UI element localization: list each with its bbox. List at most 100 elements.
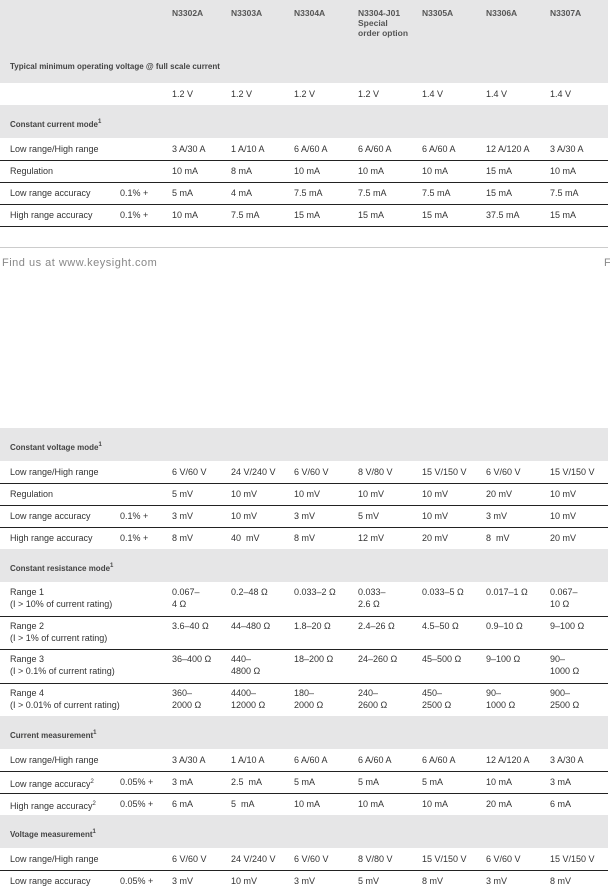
cell-value: 3 mV — [172, 511, 194, 521]
footnote-ref: 1 — [98, 442, 102, 448]
section-title: Constant voltage mode1 — [10, 439, 102, 454]
cell-value: 7.5 mA — [231, 210, 260, 220]
row-label: Range 2 (I > 1% of current rating) — [10, 620, 107, 644]
cell-value: 6 mA — [172, 799, 194, 809]
cell-value: 8 V/80 V — [358, 467, 393, 477]
row-prefix: 0.1% + — [120, 188, 149, 198]
cell-value: 3 A/30 A — [172, 755, 206, 765]
cell-value: 10 mA — [172, 166, 199, 176]
section-band — [0, 428, 608, 461]
cell-value: 20 mV — [550, 533, 577, 543]
cell-value: 2.5 mA — [231, 777, 263, 787]
footnote-ref: 2 — [92, 801, 96, 807]
cell-value: 3 mV — [294, 876, 316, 886]
cell-value: 10 mV — [550, 511, 577, 521]
cell-value: 0.033–5 Ω — [422, 587, 464, 597]
cell-value: 15 mA — [422, 210, 449, 220]
row-label-text: Low range/High range — [10, 467, 99, 477]
cell-value: 6 V/60 V — [486, 854, 521, 864]
row-prefix: 0.05% + — [120, 777, 154, 787]
row-label-text: Range 4 (I > 0.01% of current rating) — [10, 687, 120, 710]
cell-value: 3 A/30 A — [550, 755, 584, 765]
cell-value: 8 mA — [231, 166, 253, 176]
cell-value: 12 A/120 A — [486, 144, 530, 154]
row-prefix: 0.1% + — [120, 511, 149, 521]
row-label-text: High range accuracy — [10, 210, 93, 220]
cell-value: 6 A/60 A — [294, 144, 328, 154]
row-label-text: Low range accuracy — [10, 779, 91, 789]
section-band — [0, 549, 608, 582]
cell-value: 90– 1000 Ω — [486, 687, 516, 710]
cell-value: 1.2 V — [172, 89, 194, 99]
section-title: Constant resistance mode1 — [10, 560, 113, 575]
cell-value: 5 mA — [358, 777, 380, 787]
row-rule — [0, 870, 608, 871]
row-label-text: Range 3 (I > 0.1% of current rating) — [10, 654, 115, 676]
cell-value: 6 V/60 V — [294, 854, 329, 864]
cell-value: 12 A/120 A — [486, 755, 530, 765]
row-label: Regulation — [10, 165, 53, 177]
header-band — [0, 0, 608, 50]
row-label: Low range/High range — [10, 143, 99, 155]
cell-value: 5 mA — [231, 799, 255, 809]
cell-value: 18–200 Ω — [294, 654, 334, 664]
column-header: N3304-J01 Special order option — [358, 8, 409, 38]
cell-value: 5 mV — [358, 511, 380, 521]
cell-value: 3 A/30 A — [550, 144, 584, 154]
column-header: N3303A — [231, 8, 263, 18]
cell-value: 6 A/60 A — [294, 755, 328, 765]
cell-value: 10 mA — [358, 799, 385, 809]
row-label: Range 3 (I > 0.1% of current rating) — [10, 653, 115, 677]
cell-value: 5 mA — [422, 777, 444, 787]
column-header: N3304A — [294, 8, 326, 18]
row-label: High range accuracy2 — [10, 798, 96, 812]
footer-text: Find us at www.keysight.com — [2, 257, 158, 269]
section-title: Constant current mode1 — [10, 116, 101, 131]
cell-value: 450– 2500 Ω — [422, 687, 452, 710]
row-rule — [0, 483, 608, 484]
row-label-text: Range 2 (I > 1% of current rating) — [10, 620, 108, 643]
cell-value: 15 mA — [486, 188, 513, 198]
cell-value: 1.2 V — [294, 89, 316, 99]
row-prefix: 0.05% + — [120, 876, 154, 886]
cell-value: 20 mV — [422, 533, 449, 543]
row-rule — [0, 182, 608, 183]
cell-value: 6 A/60 A — [422, 144, 456, 154]
row-label: Low range accuracy — [10, 875, 91, 887]
cell-value: 1.8–20 Ω — [294, 620, 331, 631]
cell-value: 1.4 V — [550, 89, 572, 99]
row-label: High range accuracy — [10, 532, 93, 544]
section-title-text: Typical minimum operating voltage @ full… — [10, 62, 220, 71]
cell-value: 8 mV — [172, 533, 194, 543]
cell-value: 45–500 Ω — [422, 654, 462, 664]
cell-value: 15 V/150 V — [422, 467, 467, 477]
cell-value: 10 mA — [486, 777, 513, 787]
row-label-text: Low range/High range — [10, 144, 99, 154]
cell-value: 6 V/60 V — [172, 854, 207, 864]
row-label: Low range accuracy2 — [10, 776, 94, 790]
row-rule — [0, 771, 608, 772]
row-rule — [0, 793, 608, 794]
section-band — [0, 716, 608, 749]
row-label-text: Low range/High range — [10, 854, 99, 864]
row-rule — [0, 616, 608, 617]
cell-value: 0.067– 10 Ω — [550, 587, 578, 609]
row-label: Range 4 (I > 0.01% of current rating) — [10, 687, 120, 711]
cell-value: 6 V/60 V — [172, 467, 207, 477]
row-rule — [0, 226, 608, 227]
cell-value: 3 mV — [486, 511, 508, 521]
cell-value: 4400– 12000 Ω — [231, 687, 266, 710]
row-rule — [0, 160, 608, 161]
cell-value: 5 mV — [172, 489, 194, 499]
cell-value: 24 V/240 V — [231, 854, 276, 864]
cell-value: 10 mV — [422, 511, 449, 521]
cell-value: 10 mV — [231, 876, 258, 886]
cell-value: 15 V/150 V — [422, 854, 467, 864]
cell-value: 36–400 Ω — [172, 654, 212, 664]
cell-value: 0.033–2 Ω — [294, 587, 336, 597]
cell-value: 20 mA — [486, 799, 513, 809]
section-title: Current measurement1 — [10, 727, 96, 742]
cell-value: 7.5 mA — [422, 188, 451, 198]
cell-value: 9–100 Ω — [550, 620, 585, 631]
